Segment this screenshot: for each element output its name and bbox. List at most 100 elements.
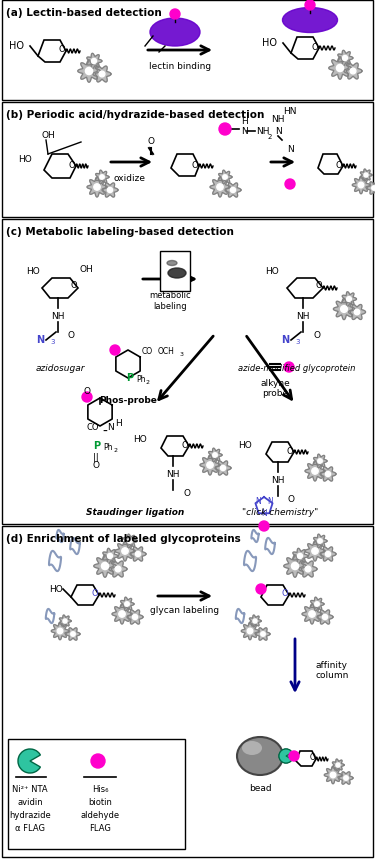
- Circle shape: [291, 563, 298, 570]
- Circle shape: [364, 173, 368, 177]
- Text: 3: 3: [50, 339, 54, 345]
- Text: P: P: [93, 441, 100, 451]
- Text: O: O: [68, 332, 75, 340]
- Wedge shape: [279, 749, 292, 763]
- Polygon shape: [320, 467, 336, 481]
- Polygon shape: [96, 170, 109, 184]
- Polygon shape: [310, 597, 324, 611]
- Text: oxidize: oxidize: [114, 174, 146, 183]
- Text: P: P: [126, 373, 134, 383]
- Bar: [160, 251, 190, 291]
- Ellipse shape: [167, 260, 177, 265]
- Circle shape: [261, 631, 265, 637]
- Text: O: O: [288, 496, 295, 504]
- Polygon shape: [59, 615, 71, 627]
- Text: NH: NH: [51, 312, 65, 321]
- Text: Phos-probe: Phos-probe: [99, 396, 157, 405]
- Circle shape: [101, 563, 109, 570]
- Polygon shape: [338, 51, 353, 65]
- Polygon shape: [256, 628, 270, 640]
- Text: affinity: affinity: [315, 661, 347, 671]
- Bar: [2, 0, 373, 100]
- Circle shape: [92, 58, 96, 64]
- Text: O: O: [92, 589, 98, 599]
- Circle shape: [108, 553, 112, 558]
- Circle shape: [213, 453, 217, 457]
- Polygon shape: [348, 304, 366, 320]
- Polygon shape: [225, 183, 241, 197]
- Text: O: O: [192, 161, 198, 170]
- Polygon shape: [320, 547, 336, 561]
- Text: probe: probe: [262, 389, 288, 398]
- Text: (c) Metabolic labeling-based detection: (c) Metabolic labeling-based detection: [6, 227, 234, 237]
- Circle shape: [285, 179, 295, 189]
- Circle shape: [219, 123, 231, 135]
- Text: O: O: [336, 161, 342, 169]
- Text: O: O: [69, 161, 75, 170]
- Polygon shape: [332, 759, 344, 771]
- Text: O: O: [93, 461, 99, 471]
- Text: 2: 2: [146, 380, 150, 385]
- Text: N: N: [241, 126, 248, 136]
- Circle shape: [322, 614, 327, 619]
- Ellipse shape: [168, 268, 186, 278]
- Polygon shape: [352, 176, 370, 194]
- Polygon shape: [318, 154, 343, 174]
- Text: O: O: [310, 753, 316, 763]
- Polygon shape: [115, 541, 135, 561]
- Polygon shape: [344, 63, 362, 79]
- Polygon shape: [87, 177, 107, 197]
- Text: 3: 3: [180, 351, 184, 356]
- Polygon shape: [360, 169, 372, 181]
- Text: bead: bead: [249, 784, 271, 793]
- Polygon shape: [109, 561, 127, 577]
- Circle shape: [336, 64, 344, 71]
- Circle shape: [318, 459, 322, 463]
- Ellipse shape: [150, 18, 200, 46]
- Polygon shape: [305, 461, 325, 481]
- Text: HO: HO: [9, 41, 24, 51]
- Polygon shape: [51, 622, 69, 640]
- Text: metabolic: metabolic: [149, 291, 191, 300]
- Text: N: N: [255, 497, 261, 507]
- Polygon shape: [42, 278, 78, 298]
- Text: OCH: OCH: [158, 348, 175, 356]
- Bar: [2, 102, 373, 217]
- Text: α FLAG: α FLAG: [15, 824, 45, 833]
- Text: NH: NH: [256, 126, 270, 136]
- Ellipse shape: [242, 741, 262, 755]
- Text: O: O: [316, 282, 322, 290]
- Ellipse shape: [282, 8, 338, 33]
- Circle shape: [350, 68, 356, 74]
- Circle shape: [372, 186, 375, 190]
- Text: NH: NH: [271, 476, 285, 485]
- Circle shape: [305, 566, 311, 572]
- Text: NH: NH: [271, 115, 285, 125]
- Bar: [2, 219, 373, 524]
- Circle shape: [259, 521, 269, 531]
- Text: H: H: [241, 117, 248, 125]
- Text: Ph: Ph: [136, 375, 146, 385]
- Circle shape: [326, 472, 330, 477]
- Polygon shape: [333, 298, 355, 320]
- Text: O: O: [58, 46, 65, 54]
- Text: N: N: [267, 497, 273, 507]
- Text: N: N: [281, 335, 289, 345]
- Text: CO: CO: [87, 423, 99, 432]
- Circle shape: [247, 628, 253, 634]
- Polygon shape: [287, 278, 323, 298]
- Text: azidosugar: azidosugar: [35, 364, 85, 373]
- Text: glycan labeling: glycan labeling: [150, 606, 220, 615]
- Polygon shape: [171, 154, 199, 176]
- Text: N: N: [286, 145, 293, 155]
- Text: HN: HN: [283, 107, 297, 117]
- Circle shape: [71, 631, 75, 637]
- Polygon shape: [296, 751, 316, 766]
- Circle shape: [330, 772, 336, 777]
- Polygon shape: [200, 455, 220, 475]
- Text: OH: OH: [80, 265, 94, 273]
- Polygon shape: [44, 154, 76, 178]
- Circle shape: [309, 611, 315, 618]
- Circle shape: [100, 174, 104, 180]
- Ellipse shape: [279, 749, 293, 763]
